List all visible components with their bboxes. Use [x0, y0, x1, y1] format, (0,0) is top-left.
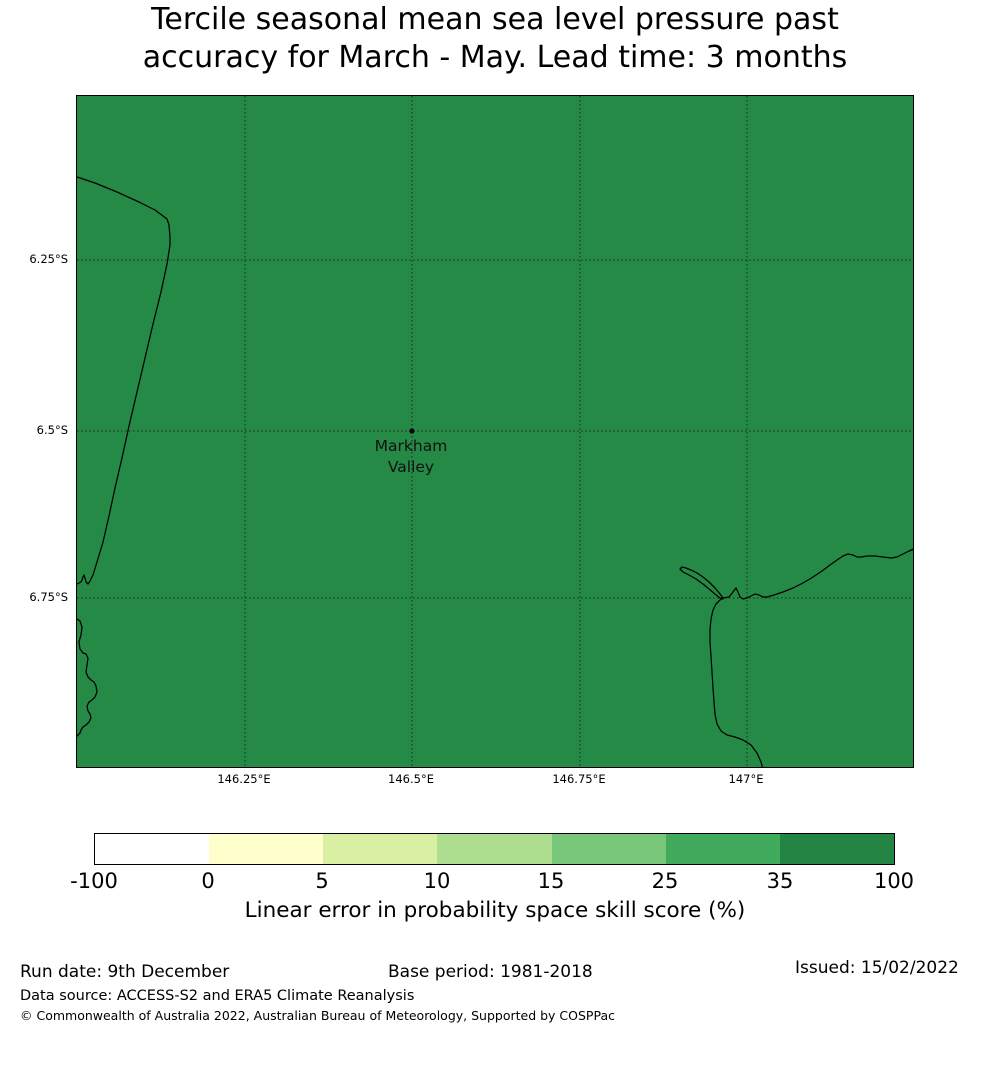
colorbar-segment [95, 834, 210, 864]
footer: Run date: 9th December Base period: 1981… [0, 958, 990, 1065]
base-period-text: Base period: 1981-2018 [388, 962, 593, 982]
map-graphics [77, 96, 913, 767]
y-axis-tick-label: 6.75°S [29, 590, 68, 604]
coastline [77, 176, 913, 767]
colorbar-segment [323, 834, 438, 864]
skill-score-fill [77, 96, 913, 767]
x-axis-tick-label: 147°E [728, 772, 764, 786]
colorbar-tick-label: 0 [201, 869, 215, 893]
x-axis-tick-label: 146.25°E [217, 772, 271, 786]
colorbar-tick-label: 25 [651, 869, 679, 893]
map-gridlines [77, 96, 913, 767]
copyright-text: © Commonwealth of Australia 2022, Austra… [20, 1008, 615, 1023]
colorbar-axis-label: Linear error in probability space skill … [244, 898, 746, 923]
colorbar-tick-label: 5 [315, 869, 329, 893]
issued-date-text: Issued: 15/02/2022 [795, 958, 959, 978]
x-axis-tick-label: 146.75°E [552, 772, 606, 786]
colorbar-segment [209, 834, 324, 864]
y-axis-tick-label: 6.25°S [29, 252, 68, 266]
colorbar-tick-label: 15 [537, 869, 565, 893]
station-label: Markham Valley [374, 437, 448, 476]
colorbar-segment [779, 834, 894, 864]
colorbar-gradient [94, 833, 895, 865]
colorbar-tick-label: 10 [423, 869, 451, 893]
map-container [76, 95, 914, 768]
colorbar-segment [665, 834, 780, 864]
station-marker-icon [409, 428, 415, 434]
colorbar-segment [437, 834, 552, 864]
colorbar-tick-label: 100 [873, 869, 915, 893]
x-axis-tick-label: 146.5°E [388, 772, 434, 786]
page-title: Tercile seasonal mean sea level pressure… [142, 2, 848, 75]
colorbar-tick-label: 35 [766, 869, 794, 893]
run-date-text: Run date: 9th December [20, 962, 230, 982]
y-axis-tick-label: 6.5°S [36, 423, 68, 437]
colorbar-tick-label: -100 [70, 869, 118, 893]
map-plot-area [76, 95, 914, 768]
colorbar: -100 0 5 10 15 25 35 100 [70, 833, 914, 893]
data-source-text: Data source: ACCESS-S2 and ERA5 Climate … [20, 988, 415, 1004]
colorbar-segment [551, 834, 666, 864]
